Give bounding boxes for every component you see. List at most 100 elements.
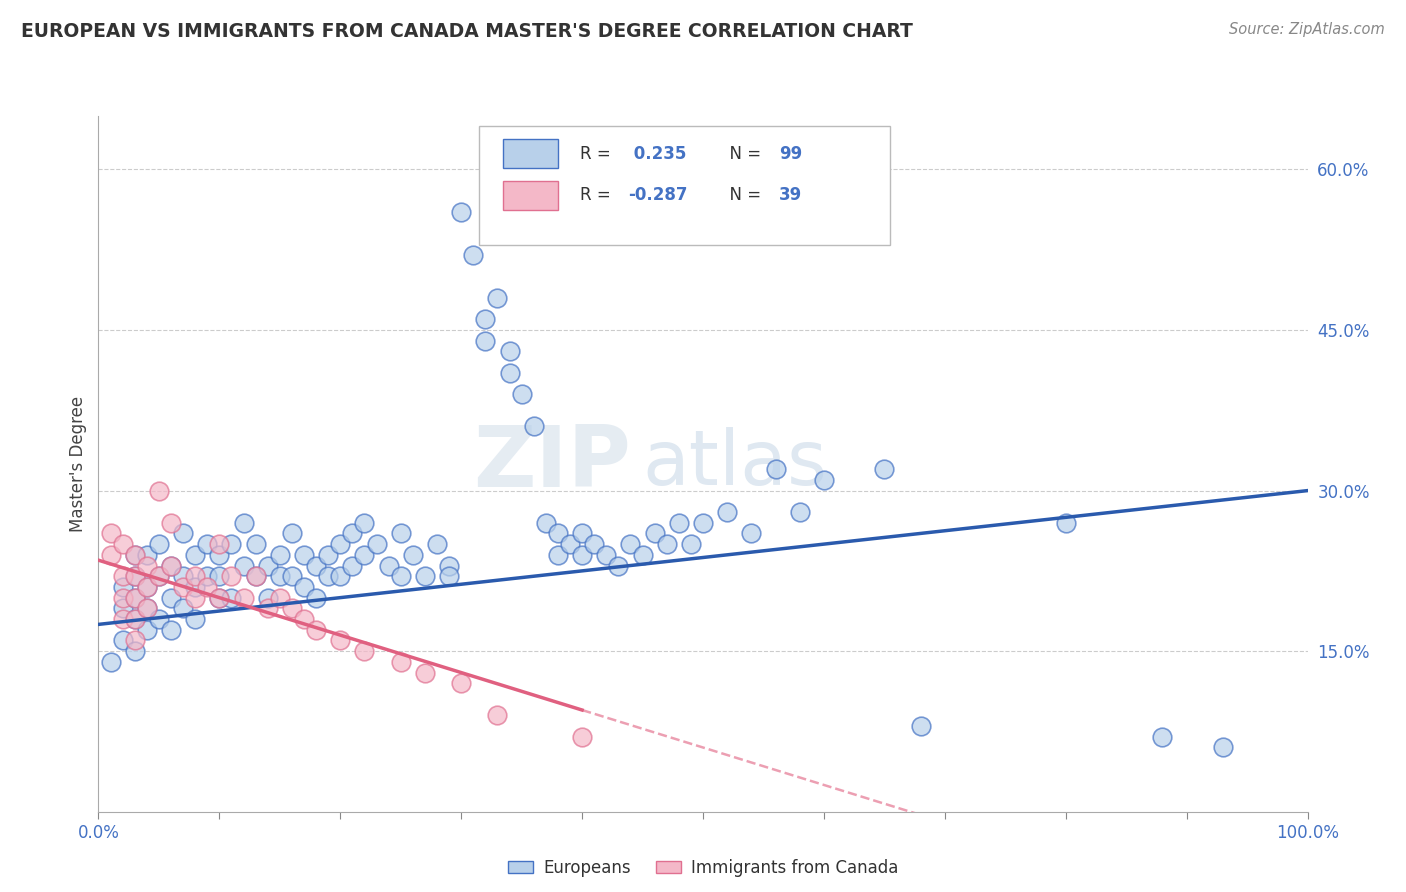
Point (679, 537, 702, 551)
Point (232, 591, 254, 605)
Point (873, 462, 896, 476)
Point (498, 344, 520, 359)
Point (135, 601, 157, 615)
Point (111, 580, 134, 594)
Point (111, 537, 134, 551)
Point (111, 601, 134, 615)
Point (281, 526, 304, 541)
FancyBboxPatch shape (479, 127, 890, 244)
Point (172, 580, 194, 594)
Point (100, 526, 122, 541)
Point (329, 633, 352, 648)
Point (172, 526, 194, 541)
Point (353, 548, 375, 562)
Point (316, 548, 339, 562)
Point (402, 548, 425, 562)
Text: R =: R = (579, 186, 616, 204)
Point (413, 665, 436, 680)
Point (281, 601, 304, 615)
Point (305, 623, 328, 637)
Point (655, 537, 678, 551)
Text: 39: 39 (779, 186, 803, 204)
Point (232, 516, 254, 530)
Point (124, 612, 146, 626)
Point (111, 633, 134, 648)
Point (124, 644, 146, 658)
Point (547, 526, 569, 541)
Point (208, 537, 231, 551)
Point (148, 569, 170, 583)
Point (100, 655, 122, 669)
Point (426, 537, 449, 551)
Point (195, 580, 218, 594)
Point (486, 291, 509, 305)
Point (184, 569, 207, 583)
Point (329, 537, 352, 551)
Point (135, 580, 157, 594)
Point (789, 505, 811, 519)
Point (510, 387, 533, 401)
Point (148, 612, 170, 626)
Point (631, 548, 654, 562)
Point (208, 591, 231, 605)
Point (208, 548, 231, 562)
Point (148, 569, 170, 583)
Bar (503, 139, 558, 169)
Point (135, 558, 157, 573)
Point (124, 548, 146, 562)
Point (256, 591, 278, 605)
Text: N =: N = (718, 145, 766, 162)
Point (256, 601, 278, 615)
Point (619, 537, 641, 551)
Point (221, 537, 243, 551)
Point (523, 419, 546, 434)
Point (413, 569, 436, 583)
Point (124, 633, 146, 648)
Point (437, 569, 460, 583)
Point (124, 612, 146, 626)
Point (135, 580, 157, 594)
Point (389, 655, 412, 669)
Point (558, 537, 581, 551)
Point (910, 719, 932, 733)
Point (813, 473, 835, 487)
Point (256, 558, 278, 573)
Point (124, 569, 146, 583)
Point (124, 569, 146, 583)
Point (547, 548, 569, 562)
Point (377, 558, 399, 573)
Point (245, 569, 267, 583)
Point (474, 334, 496, 348)
Text: R =: R = (579, 145, 616, 162)
Point (329, 569, 352, 583)
Text: Source: ZipAtlas.com: Source: ZipAtlas.com (1229, 22, 1385, 37)
Point (1054, 516, 1077, 530)
Point (765, 462, 787, 476)
Point (195, 537, 218, 551)
Point (172, 569, 194, 583)
Point (353, 644, 375, 658)
Point (245, 569, 267, 583)
Text: N =: N = (718, 186, 766, 204)
Legend: Europeans, Immigrants from Canada: Europeans, Immigrants from Canada (502, 852, 904, 883)
Point (595, 548, 617, 562)
Point (498, 366, 520, 380)
Text: atlas: atlas (643, 427, 827, 500)
Point (269, 591, 291, 605)
Bar (503, 181, 558, 210)
Text: EUROPEAN VS IMMIGRANTS FROM CANADA MASTER'S DEGREE CORRELATION CHART: EUROPEAN VS IMMIGRANTS FROM CANADA MASTE… (21, 22, 912, 41)
Point (366, 537, 388, 551)
Point (353, 516, 375, 530)
Point (389, 569, 412, 583)
Point (486, 708, 509, 723)
Point (184, 548, 207, 562)
Point (184, 612, 207, 626)
Point (692, 516, 714, 530)
Point (342, 526, 364, 541)
Point (208, 591, 231, 605)
Point (292, 548, 315, 562)
Point (474, 312, 496, 326)
Point (607, 558, 630, 573)
Point (389, 526, 412, 541)
Point (305, 558, 328, 573)
